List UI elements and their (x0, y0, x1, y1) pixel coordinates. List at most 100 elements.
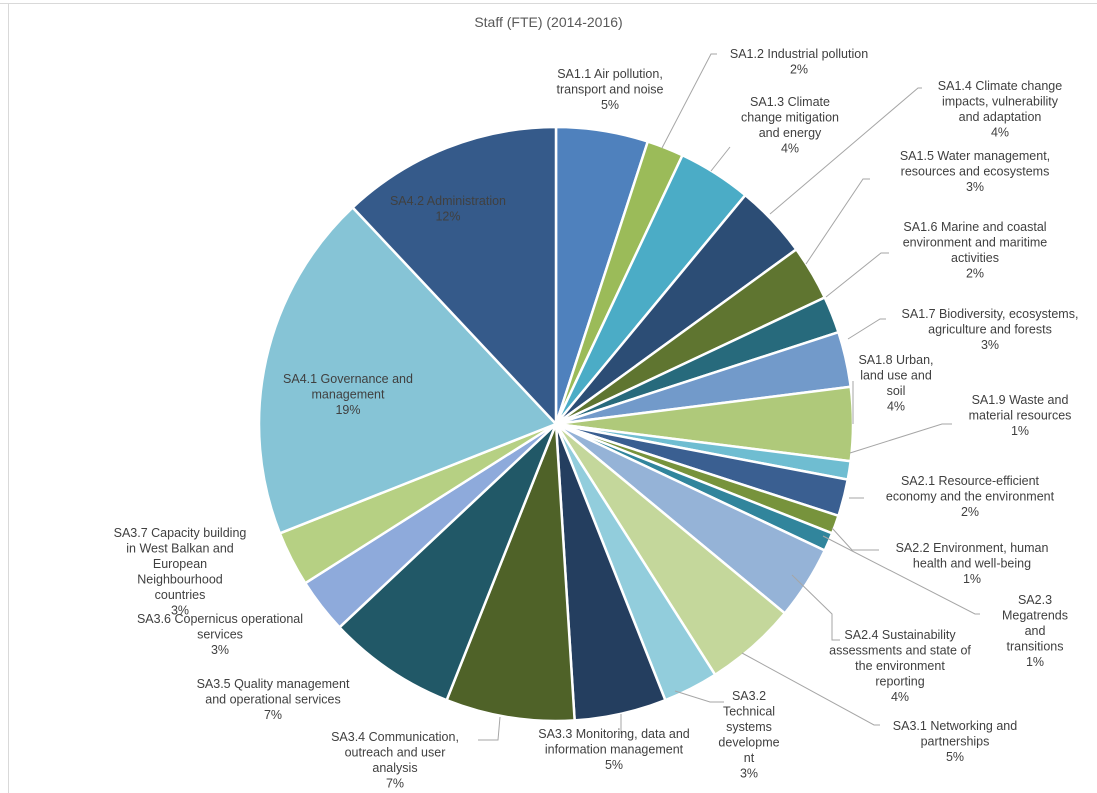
slice-label-line: SA1.8 Urban, (858, 353, 933, 367)
slice-label-line: soil (887, 384, 906, 398)
slice-label-line: 2% (961, 505, 979, 519)
slice-label: SA3.7 Capacity building in West Balkan an… (114, 526, 247, 618)
slice-label-line: SA2.4 Sustainability (844, 628, 956, 642)
slice-label-line: and energy (759, 126, 822, 140)
slice-label-line: 5% (946, 750, 964, 764)
slice-label-line: 3% (740, 767, 758, 781)
slice-label-line: health and well-being (913, 557, 1031, 571)
leader-line (849, 423, 952, 454)
slice-label-line: and adaptation (959, 110, 1042, 124)
chart-frame-left (8, 3, 9, 793)
slice-label-line: 4% (991, 126, 1009, 140)
slice-label-line: environment and maritime (903, 236, 1048, 250)
slice-label-line: 19% (335, 403, 360, 417)
slice-label: SA1.8 Urban, land use and soil 4% (858, 353, 933, 414)
slice-label-line: transport and noise (556, 83, 663, 97)
slice-label: SA3.3 Monitoring, data and information ma… (538, 727, 690, 772)
slice-label-line: SA3.5 Quality management (197, 677, 350, 691)
slice-label-line: activities (951, 251, 999, 265)
slice-label-line: 4% (887, 400, 905, 414)
slice-label-line: 1% (1011, 424, 1029, 438)
slice-label-line: SA2.1 Resource-efficient (901, 474, 1040, 488)
slice-label-line: 2% (790, 63, 808, 77)
slice-label: SA1.7 Biodiversity, ecosystems, agricultu… (902, 307, 1079, 352)
leader-line (805, 178, 870, 265)
leader-line (822, 535, 980, 615)
slice-label-line: 5% (605, 758, 623, 772)
leader-line (478, 716, 501, 741)
slice-label-line: SA3.2 (732, 689, 766, 703)
slice-label-line: information management (545, 743, 684, 757)
slice-label-line: 3% (211, 643, 229, 657)
slice-label-line: 7% (264, 708, 282, 722)
leader-line (791, 574, 840, 641)
leader-line (710, 146, 731, 172)
pie-slice (257, 205, 559, 535)
slice-label: SA3.1 Networking and partnerships 5% (893, 719, 1017, 764)
slice-label: SA3.2 Technical systems developme nt 3% (718, 689, 779, 781)
chart-frame-top (0, 3, 1097, 4)
slice-label-line: SA4.1 Governance and (283, 372, 413, 386)
slice-label-line: 1% (1026, 655, 1044, 669)
slice-label-line: SA1.4 Climate change (938, 79, 1062, 93)
leader-line (769, 87, 922, 215)
slice-label-line: SA3.6 Copernicus operational (137, 612, 303, 626)
slice-label-line: Neighbourhood (137, 573, 223, 587)
slice-label-line: reporting (875, 675, 924, 689)
slice-label-line: SA1.1 Air pollution, (557, 67, 663, 81)
slice-label-line: 12% (435, 210, 460, 224)
slice-label-line: transitions (1007, 640, 1064, 654)
slice-label-line: SA1.5 Water management, (900, 149, 1050, 163)
slice-label-line: 4% (891, 690, 909, 704)
slice-label-line: agriculture and forests (928, 323, 1052, 337)
chart-title: Staff (FTE) (2014-2016) (474, 14, 623, 30)
slice-label-line: 3% (966, 180, 984, 194)
slice-label-line: and operational services (205, 693, 341, 707)
slice-label-line: partnerships (921, 735, 990, 749)
slice-label-line: economy and the environment (886, 490, 1055, 504)
slice-label-line: SA4.2 Administration (390, 194, 506, 208)
slice-label-line: 3% (171, 604, 189, 618)
slice-label-line: nt (744, 751, 755, 765)
slice-label-line: Megatrends (1002, 609, 1068, 623)
leader-line (741, 652, 880, 726)
slice-label: SA2.4 Sustainability assessments and stat… (829, 628, 971, 704)
slice-label-line: change mitigation (741, 111, 839, 125)
slice-label-line: SA1.6 Marine and coastal (903, 220, 1046, 234)
slice-label: SA1.5 Water management, resources and eco… (900, 149, 1050, 194)
slice-label-line: management (312, 388, 385, 402)
slice-label-line: SA1.2 Industrial pollution (730, 47, 868, 61)
slice-label: SA3.5 Quality management and operational … (197, 677, 350, 722)
slice-label-line: developme (718, 736, 779, 750)
slice-label-line: resources and ecosystems (901, 165, 1050, 179)
slice-label: SA1.1 Air pollution, transport and noise 5… (556, 67, 663, 112)
slice-label-line: SA2.3 (1018, 593, 1052, 607)
slice-label-line: analysis (372, 761, 417, 775)
slice-label-line: 5% (601, 98, 619, 112)
slice-label: SA1.3 Climate change mitigation and energy… (741, 95, 839, 156)
slice-label: SA3.6 Copernicus operational services 3% (137, 612, 303, 657)
pie-slice (350, 125, 558, 428)
slice-label-line: Technical (723, 705, 775, 719)
slice-label-line: in West Balkan and (126, 542, 234, 556)
slice-label: SA1.4 Climate change impacts, vulnerabili… (938, 79, 1062, 140)
slice-label-line: 2% (966, 267, 984, 281)
slice-label-line: SA3.4 Communication, (331, 730, 459, 744)
slice-label-line: 4% (781, 142, 799, 156)
slice-label-line: systems (726, 720, 772, 734)
slice-label-line: assessments and state of (829, 644, 971, 658)
slice-label: SA1.9 Waste and material resources 1% (969, 393, 1072, 438)
leader-line (831, 527, 879, 551)
slice-label-line: SA1.3 Climate (750, 95, 830, 109)
slice-label-line: countries (155, 588, 206, 602)
slice-label: SA4.1 Governance and management 19% (283, 372, 413, 417)
slice-label-line: SA1.7 Biodiversity, ecosystems, (902, 307, 1079, 321)
slice-label: SA1.2 Industrial pollution 2% (730, 47, 868, 77)
leader-line (847, 318, 886, 340)
slice-label-line: 7% (386, 777, 404, 791)
slice-label-line: European (153, 557, 207, 571)
leader-line (661, 53, 717, 149)
slice-label: SA2.1 Resource-efficient economy and the … (886, 474, 1055, 519)
